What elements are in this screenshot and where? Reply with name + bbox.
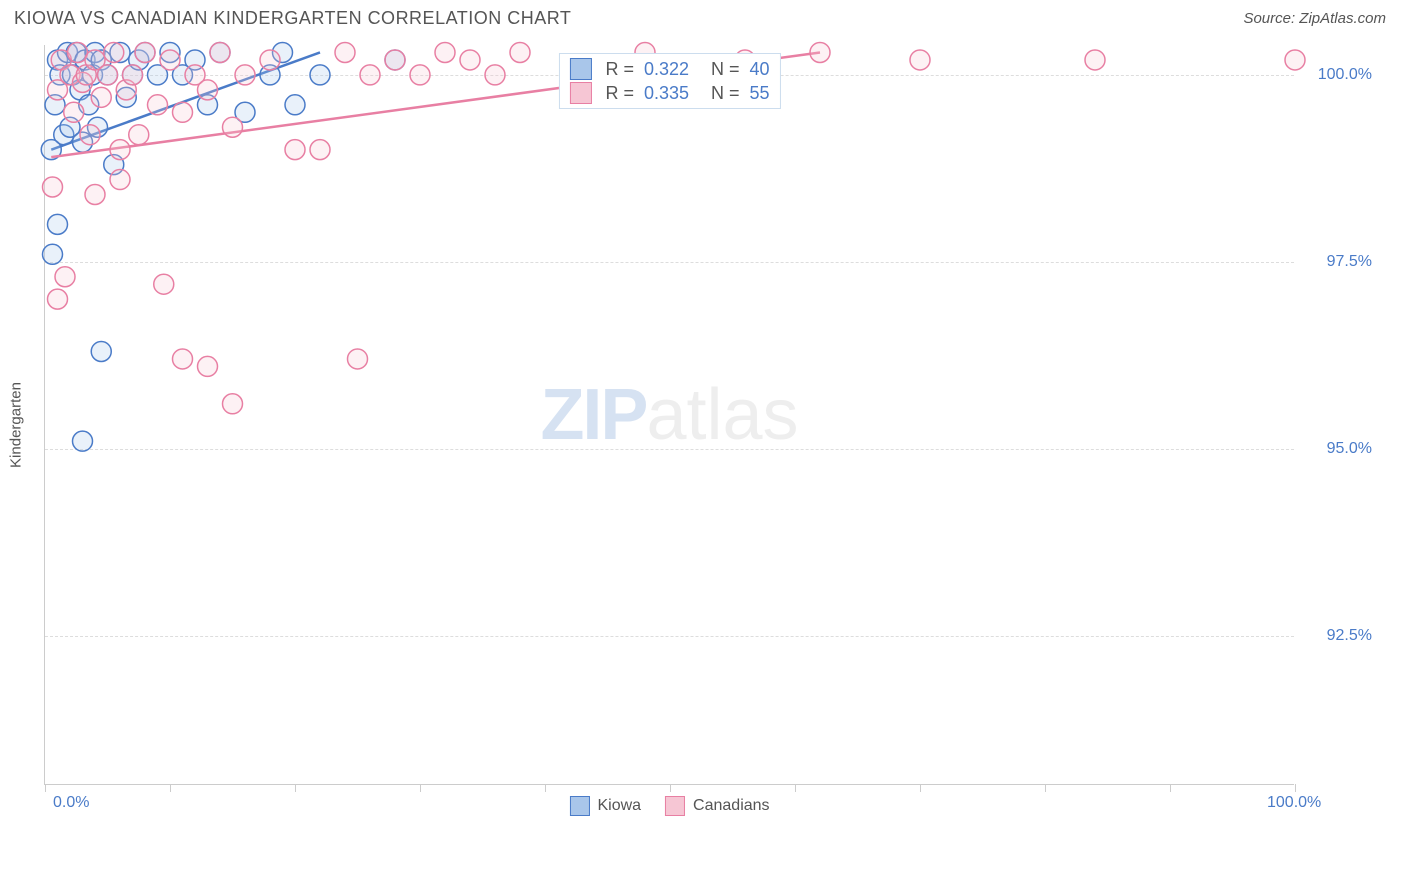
data-point [73,431,93,451]
data-point [348,349,368,369]
x-tick [920,784,921,792]
x-axis-min-label: 0.0% [53,794,89,812]
data-point [198,356,218,376]
data-point [64,102,84,122]
chart-container: Kindergarten ZIPatlas R = 0.322 N = 40 R… [36,45,1376,805]
x-axis-max-label: 100.0% [1267,794,1321,812]
r-label: R = [605,83,634,104]
data-point [85,184,105,204]
data-point [235,65,255,85]
data-point [223,117,243,137]
data-point [1085,50,1105,70]
x-tick [170,784,171,792]
n-label: N = [711,83,740,104]
n-value-canadians: 55 [750,83,770,104]
data-point [485,65,505,85]
data-point [91,341,111,361]
chart-source: Source: ZipAtlas.com [1243,10,1386,27]
x-tick [420,784,421,792]
plot-area: ZIPatlas R = 0.322 N = 40 R = 0.335 N = … [44,45,1294,785]
data-point [104,42,124,62]
y-axis-label: Kindergarten [8,382,25,468]
data-point [385,50,405,70]
stats-row-canadians: R = 0.335 N = 55 [569,82,769,104]
legend-label-canadians: Canadians [693,797,770,815]
scatter-plot [45,45,1294,784]
legend-swatch-canadians [665,796,685,816]
data-point [148,95,168,115]
r-value-canadians: 0.335 [644,83,689,104]
data-point [1285,50,1305,70]
data-point [210,42,230,62]
stats-row-kiowa: R = 0.322 N = 40 [569,58,769,80]
data-point [285,140,305,160]
x-tick [1295,784,1296,792]
data-point [410,65,430,85]
data-point [260,50,280,70]
bottom-legend: Kiowa Canadians [569,796,769,816]
x-tick [1170,784,1171,792]
data-point [810,42,830,62]
data-point [154,274,174,294]
chart-title: KIOWA VS CANADIAN KINDERGARTEN CORRELATI… [14,8,571,29]
data-point [110,140,130,160]
n-value-kiowa: 40 [750,59,770,80]
data-point [223,394,243,414]
chart-header: KIOWA VS CANADIAN KINDERGARTEN CORRELATI… [0,0,1406,33]
stats-swatch-kiowa [569,58,591,80]
data-point [48,214,68,234]
x-tick [545,784,546,792]
data-point [310,65,330,85]
data-point [910,50,930,70]
legend-item-kiowa: Kiowa [569,796,641,816]
data-point [435,42,455,62]
r-value-kiowa: 0.322 [644,59,689,80]
data-point [360,65,380,85]
data-point [80,125,100,145]
x-tick [670,784,671,792]
x-tick [295,784,296,792]
stats-swatch-canadians [569,82,591,104]
stats-legend: R = 0.322 N = 40 R = 0.335 N = 55 [558,53,780,109]
data-point [173,102,193,122]
y-tick-label: 92.5% [1327,627,1372,645]
data-point [310,140,330,160]
x-tick [795,784,796,792]
y-tick-label: 100.0% [1318,66,1372,84]
r-label: R = [605,59,634,80]
y-tick-label: 95.0% [1327,440,1372,458]
data-point [198,80,218,100]
data-point [173,349,193,369]
data-point [510,42,530,62]
data-point [98,65,118,85]
data-point [123,65,143,85]
y-tick-label: 97.5% [1327,253,1372,271]
data-point [129,125,149,145]
legend-item-canadians: Canadians [665,796,770,816]
data-point [460,50,480,70]
legend-swatch-kiowa [569,796,589,816]
data-point [91,87,111,107]
data-point [48,289,68,309]
legend-label-kiowa: Kiowa [597,797,641,815]
data-point [160,50,180,70]
n-label: N = [711,59,740,80]
data-point [135,42,155,62]
data-point [110,170,130,190]
x-tick [1045,784,1046,792]
data-point [335,42,355,62]
data-point [55,267,75,287]
data-point [43,177,63,197]
x-tick [45,784,46,792]
data-point [285,95,305,115]
data-point [43,244,63,264]
